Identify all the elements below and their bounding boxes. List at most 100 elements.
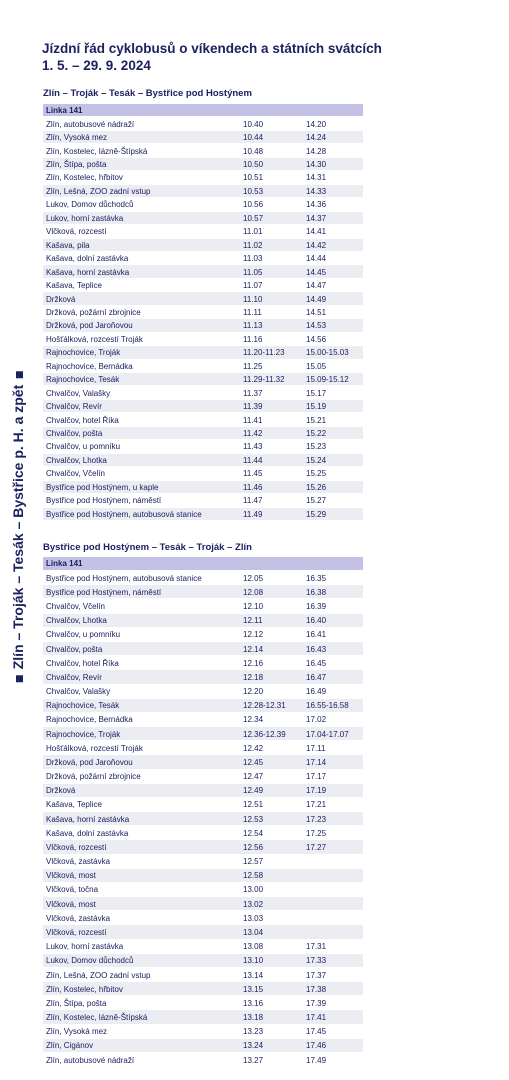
stop-name: Rajnochovice, Bernádka — [46, 361, 133, 371]
departure-time: 11.42 — [243, 429, 263, 439]
departure-time: 15.17 — [306, 388, 327, 398]
stop-name: Zlín, Cigánov — [46, 1041, 94, 1051]
timetable-row: Rajnochovice, Bernádka 11.25 15.05 — [43, 360, 363, 373]
departure-time: 11.07 — [243, 281, 263, 291]
departure-time: 15.05 — [306, 361, 327, 371]
departure-time: 11.01 — [243, 227, 263, 237]
timetable-row: Chvalčov, u pomníku 11.43 15.23 — [43, 440, 363, 454]
departure-time: 14.47 — [306, 281, 327, 291]
timetable-row: Bystřice pod Hostýnem, u kaple 11.46 15.26 — [43, 480, 363, 495]
departure-time: 17.27 — [306, 842, 327, 852]
departure-time: 13.24 — [243, 1041, 264, 1051]
departure-time: 12.08 — [243, 587, 264, 597]
departure-time: 17.21 — [306, 800, 327, 810]
departure-time: 12.54 — [243, 828, 264, 838]
stop-name: Bystřice pod Hostýnem, náměstí — [46, 587, 162, 597]
departure-time: 12.05 — [243, 573, 264, 583]
timetable-row: Kašava, Teplice 12.51 17.21 — [43, 798, 363, 813]
timetable-row: Držková 12.49 17.19 — [43, 783, 363, 798]
timetable-row: Chvalčov, Lhotka 12.11 16.40 — [43, 613, 363, 628]
stop-name: Vlčková, rozcestí — [46, 227, 107, 237]
departure-time: 10.56 — [243, 200, 264, 210]
departure-time: 14.36 — [306, 200, 327, 210]
timetable-row: Kašava, horní zastávka 12.53 17.23 — [43, 812, 363, 827]
departure-time: 16.55-16.58 — [306, 701, 349, 711]
departure-time: 17.02 — [306, 715, 327, 725]
departure-time: 13.14 — [243, 970, 264, 980]
timetable-row: Rajnochovice, Tesák 12.28-12.31 16.55-16.5… — [43, 698, 363, 713]
line-header: Linka 141 — [43, 104, 363, 118]
departure-time: 17.19 — [306, 786, 327, 796]
timetable-row: Držková, požární zbrojnice 12.47 17.17 — [43, 770, 363, 784]
departure-time: 11.11 — [243, 307, 262, 317]
departure-time: 14.37 — [306, 213, 327, 223]
stop-name: Chvalčov, pošta — [46, 429, 103, 439]
timetable-row: Kašava, horní zastávka 11.05 14.45 — [43, 265, 363, 279]
departure-time: 12.51 — [243, 800, 264, 810]
timetable-row: Rajnochovice, Troják 12.36-12.39 17.04-17.… — [43, 727, 363, 742]
stop-name: Kašava, dolní zastávka — [46, 828, 129, 838]
departure-time: 17.04-17.07 — [306, 729, 349, 739]
departure-time: 12.18 — [243, 672, 264, 682]
departure-time: 11.37 — [243, 388, 263, 398]
section-heading: Bystřice pod Hostýnem – Tesák – Troják –… — [43, 542, 252, 553]
timetable-row: Chvalčov, Revír 12.18 16.47 — [43, 670, 363, 685]
departure-time: 14.20 — [306, 119, 327, 129]
timetable-row: Zlín, autobusové nádraží 10.40 14.20 — [43, 117, 363, 131]
timetable-row: Lukov, Domov důchodců 10.56 14.36 — [43, 198, 363, 212]
departure-time: 13.03 — [243, 913, 264, 923]
timetable-row: Vlčková, rozcestí 13.04 — [43, 925, 363, 940]
timetable-row: Vlčková, most 13.02 — [43, 897, 363, 912]
departure-time: 13.23 — [243, 1027, 264, 1037]
timetable-row: Kašava, dolní zastávka 12.54 17.25 — [43, 826, 363, 841]
stop-name: Kašava, dolní zastávka — [46, 254, 129, 264]
departure-time: 16.40 — [306, 616, 327, 626]
departure-time: 12.28-12.31 — [243, 701, 286, 711]
departure-time: 11.45 — [243, 469, 263, 479]
timetable-row: Lukov, horní zastávka 10.57 14.37 — [43, 211, 363, 226]
departure-time: 17.39 — [306, 998, 327, 1008]
departure-time: 17.11 — [306, 743, 326, 753]
stop-name: Zlín, Štípa, pošta — [46, 160, 107, 170]
departure-time: 17.41 — [306, 1013, 327, 1023]
departure-time: 11.39 — [243, 402, 263, 412]
stop-name: Kašava, pila — [46, 240, 90, 250]
departure-time: 17.38 — [306, 984, 327, 994]
departure-time: 15.21 — [306, 415, 327, 425]
timetable-row: Zlín, Štípa, pošta 13.16 17.39 — [43, 996, 363, 1011]
timetable-row: Zlín, Lešná, ZOO zadní vstup 10.53 14.33 — [43, 184, 363, 199]
stop-name: Rajnochovice, Troják — [46, 348, 121, 358]
departure-time: 13.02 — [243, 899, 264, 909]
timetable-row: Chvalčov, Lhotka 11.44 15.24 — [43, 453, 363, 468]
stop-name: Chvalčov, Včelín — [46, 469, 105, 479]
departure-time: 12.49 — [243, 786, 264, 796]
stop-name: Chvalčov, Valašky — [46, 388, 111, 398]
timetable-row: Zlín, Kostelec, lázně-Štípská 10.48 14.28 — [43, 144, 363, 158]
stop-name: Bystřice pod Hostýnem, u kaple — [46, 482, 159, 492]
stop-name: Zlín, Kostelec, lázně-Štípská — [46, 1013, 148, 1023]
stop-name: Vlčková, most — [46, 899, 96, 909]
stop-name: Zlín, Kostelec, lázně-Štípská — [46, 146, 148, 156]
stop-name: Držková, pod Jaroňovou — [46, 321, 133, 331]
timetable-row: Chvalčov, hotel Říka 11.41 15.21 — [43, 413, 363, 427]
departure-time: 15.26 — [306, 482, 327, 492]
timetable-row: Vlčková, točna 13.00 — [43, 883, 363, 898]
stop-name: Vlčková, zastávka — [46, 857, 111, 867]
stop-name: Kašava, Teplice — [46, 800, 102, 810]
departure-time: 16.35 — [306, 573, 327, 583]
timetable-row: Bystřice pod Hostýnem, autobusová stanic… — [43, 507, 363, 521]
stop-name: Rajnochovice, Tesák — [46, 375, 120, 385]
departure-time: 16.39 — [306, 602, 327, 612]
timetable-row: Zlín, Vysoká mez 10.44 14.24 — [43, 130, 363, 145]
stop-name: Držková, pod Jaroňovou — [46, 757, 133, 767]
timetable-row: Kašava, dolní zastávka 11.03 14.44 — [43, 252, 363, 266]
timetable-row: Rajnochovice, Bernádka 12.34 17.02 — [43, 713, 363, 728]
timetable-row: Vlčková, most 12.58 — [43, 868, 363, 883]
departure-time: 17.17 — [306, 772, 327, 782]
timetable-row: Vlčková, zastávka 12.57 — [43, 855, 363, 869]
departure-time: 11.13 — [243, 321, 263, 331]
square — [15, 675, 23, 683]
timetable-row: Držková 11.10 14.49 — [43, 292, 363, 306]
departure-time: 12.57 — [243, 857, 264, 867]
stop-name: Zlín, autobusové nádraží — [46, 119, 135, 129]
